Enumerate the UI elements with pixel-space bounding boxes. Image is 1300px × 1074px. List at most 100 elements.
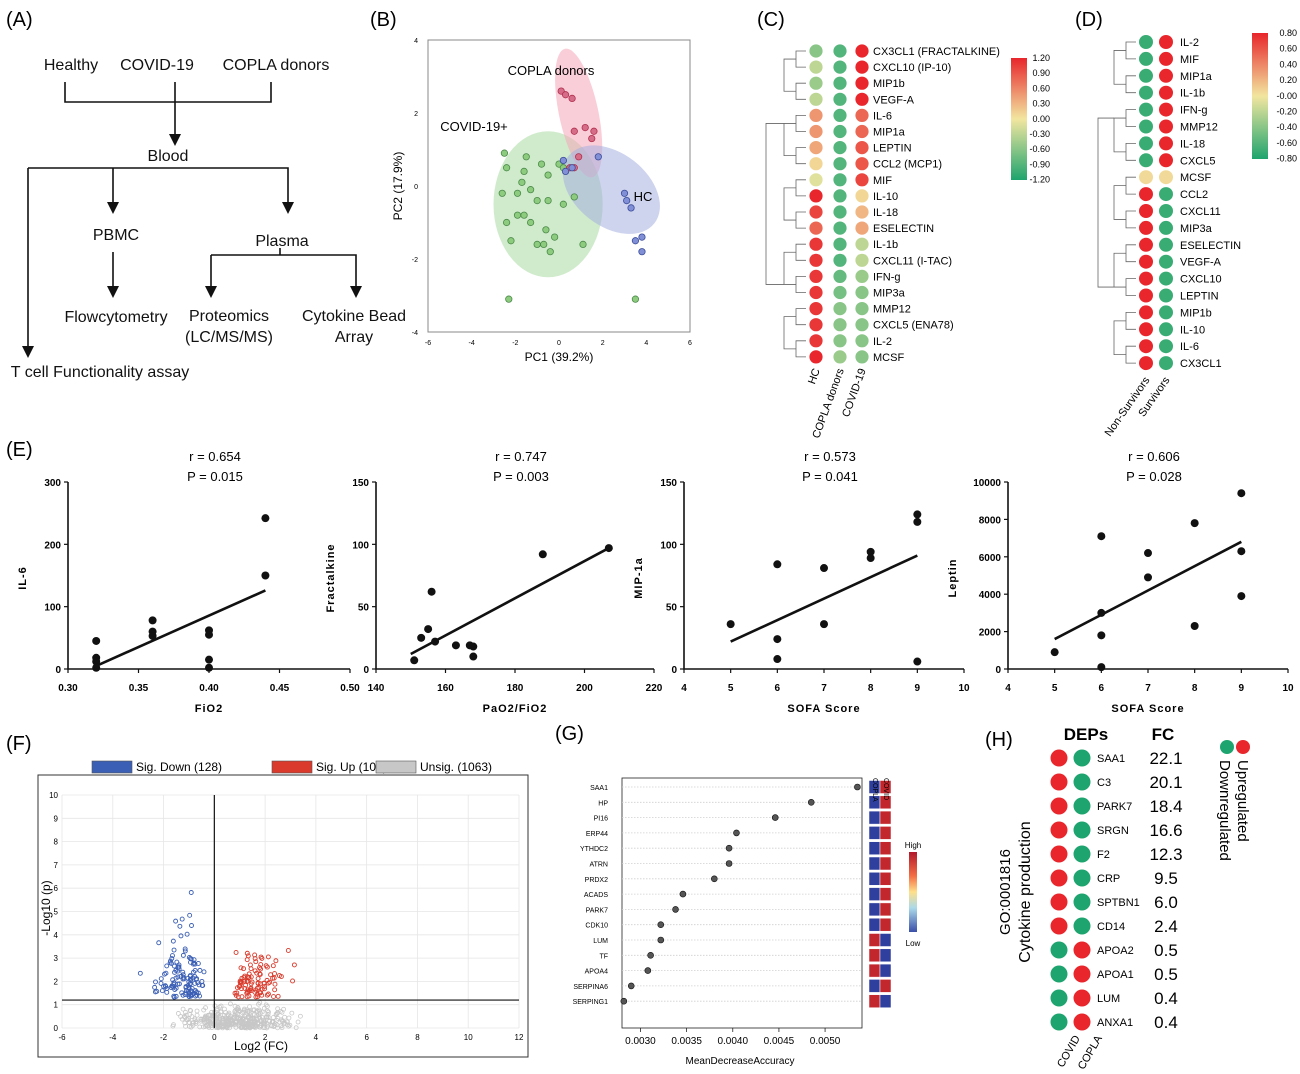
volcano-point-up (258, 954, 264, 960)
corr-xtick-label: 7 (1145, 683, 1151, 694)
volcano-xtick: 0 (212, 1033, 217, 1042)
pca-point (507, 237, 515, 245)
corr-ylabel: Leptin (947, 559, 959, 598)
importance-color-scale (909, 852, 917, 932)
pca-point (518, 178, 526, 186)
volcano-point-down (164, 963, 170, 969)
volcano-point-down (169, 983, 175, 989)
importance-point (657, 921, 665, 929)
pca-xtick: 2 (601, 340, 605, 347)
heatmap-c-cell (855, 205, 869, 219)
volcano-point-down (182, 946, 188, 952)
heatmap-c-row-label: IL-1b (873, 239, 898, 251)
heatmap-d-row-label: CX3CL1 (1180, 358, 1222, 370)
volcano-point-unsig (183, 1023, 188, 1029)
corr-xtick-label: 160 (437, 683, 454, 694)
pca-point (568, 164, 576, 172)
dendrogram-d (1125, 278, 1136, 296)
volcano-legend-swatch (91, 760, 133, 774)
heatmap-c-cell (809, 141, 823, 155)
importance-level-cell (879, 887, 892, 901)
volcano-point-unsig (190, 1022, 196, 1028)
volcano-point-up (246, 971, 252, 977)
corr-point (773, 655, 782, 664)
volcano-point-up (238, 965, 244, 971)
heatmap-c-cell (833, 124, 847, 139)
importance-point (725, 860, 733, 867)
corr-p-value: P = 0.003 (493, 469, 549, 484)
dep-copla-circle (1073, 989, 1091, 1007)
dep-protein-label: ANXA1 (1097, 1017, 1133, 1029)
volcano-ytick: 2 (54, 977, 59, 986)
importance-point (627, 982, 635, 990)
volcano-point-up (252, 956, 258, 961)
heatmap-c-scale-tick: 0.00 (1032, 114, 1050, 124)
heatmap-c-cell (833, 92, 847, 106)
heatmap-d-cell (1159, 254, 1173, 269)
volcano-point-up (238, 979, 244, 985)
heatmap-d-scale-tick: -0.80 (1276, 154, 1297, 164)
volcano-point-unsig (180, 1006, 186, 1012)
heatmap-c-row-label: MMP12 (873, 304, 911, 316)
volcano-point-down (189, 985, 195, 991)
flowchart: Healthy COVID-19 COPLA donors Blood PBMC… (11, 57, 406, 381)
corr-ytick-label: 50 (358, 603, 370, 614)
volcano-point-down (169, 956, 175, 962)
corr-point (913, 657, 922, 666)
volcano-point-unsig (224, 1025, 230, 1030)
corr-r-value: r = 0.606 (1128, 449, 1180, 464)
heatmap-d-cell (1139, 153, 1153, 168)
corr-point (205, 655, 213, 664)
corr-ytick-label: 0 (671, 665, 677, 676)
pca-point (533, 240, 541, 248)
node-blood: Blood (148, 148, 189, 165)
corr-point (1097, 663, 1106, 672)
heatmap-c-scale-tick: -1.20 (1029, 175, 1050, 185)
corr-ytick-label: 100 (660, 540, 677, 551)
heatmap-c-cell (809, 76, 823, 90)
pca-point (513, 211, 522, 219)
volcano-point-down (171, 994, 177, 1000)
volcano-point-unsig (244, 1007, 250, 1013)
dep-fc-value: 2.4 (1154, 917, 1178, 936)
heatmap-c-cell (855, 108, 869, 122)
pca-xtick: -2 (512, 340, 518, 347)
heatmap-c: CX3CL1 (FRACTALKINE) CXCL10 (IP-10) MIP1b V… (765, 44, 1050, 440)
heatmap-d-cell (1139, 102, 1153, 117)
volcano-point-unsig (267, 1019, 272, 1024)
volcano-point-up (244, 979, 250, 985)
dep-copla-circle (1073, 797, 1091, 815)
volcano-ytick: 7 (54, 861, 59, 870)
heatmap-c-cell (855, 60, 869, 74)
corr-ytick-label: 8000 (979, 515, 1002, 526)
importance-level-cell (879, 780, 892, 794)
importance-level-cell (879, 963, 892, 978)
volcano-point-down (137, 970, 143, 976)
volcano-point-down (179, 916, 185, 922)
importance-xtick: 0.0045 (764, 1036, 795, 1047)
heatmap-d-row-label: MIP3a (1180, 223, 1213, 235)
corr-point (469, 642, 478, 651)
dendrogram-d (1113, 185, 1126, 220)
source-healthy: Healthy (44, 57, 98, 74)
volcano-point-up (239, 986, 244, 992)
heatmap-c-column-label: HC (806, 367, 823, 386)
volcano-point-unsig (170, 1023, 176, 1029)
volcano-point-unsig (278, 1023, 284, 1029)
heatmap-d-cell (1159, 305, 1173, 320)
node-cytokine-array-2: Array (335, 329, 373, 346)
volcano-point-unsig (188, 1008, 194, 1014)
volcano-point-down (176, 964, 182, 970)
volcano-point-down (170, 977, 176, 983)
heatmap-d-cell (1139, 356, 1153, 371)
pca-point (568, 94, 576, 103)
volcano-point-unsig (261, 1005, 267, 1011)
corr-point (92, 663, 101, 672)
pca-ytick: -2 (412, 257, 418, 264)
node-pbmc: PBMC (93, 227, 139, 244)
heatmap-d-cell (1159, 187, 1173, 202)
heatmap-d-row-label: ESELECTIN (1180, 240, 1241, 252)
importance-point (771, 814, 779, 821)
heatmap-d-cell (1139, 51, 1153, 66)
volcano-point-up (239, 975, 245, 981)
